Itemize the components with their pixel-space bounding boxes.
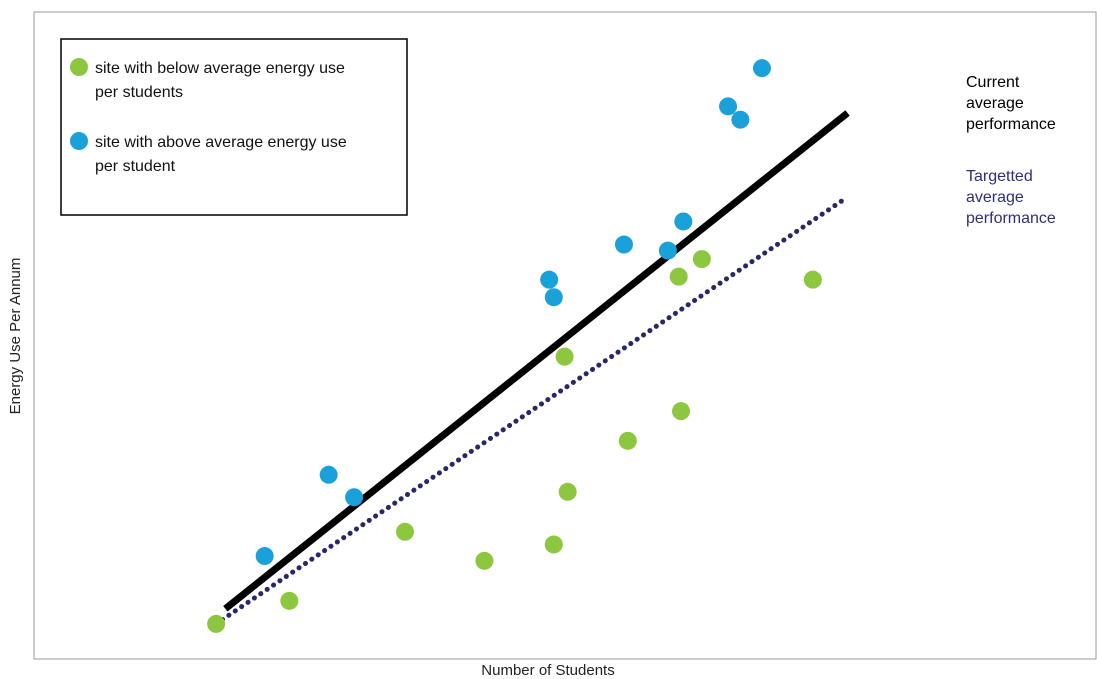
annotation-line: Targetted (966, 168, 1033, 185)
below-average-point (544, 535, 563, 554)
x-axis-title: Number of Students (481, 662, 614, 679)
below-average-point (618, 431, 637, 450)
legend-label-below-average: site with below average energy use per s… (95, 60, 349, 101)
annotation-line: average (966, 95, 1024, 112)
below-average-point (280, 591, 299, 610)
y-axis-title: Energy Use Per Annum (7, 258, 24, 415)
below-average-point (555, 347, 574, 366)
annotation-line: performance (966, 210, 1056, 227)
current-average-line (223, 110, 850, 612)
above-average-point (345, 488, 364, 507)
above-average-point (752, 59, 771, 78)
below-average-point (207, 614, 226, 633)
below-average-point (669, 267, 688, 286)
below-average-point (672, 402, 691, 421)
legend-marker-above-average (70, 132, 88, 150)
data-points (207, 59, 822, 633)
legend-line: per students (95, 84, 183, 101)
above-average-point (674, 212, 693, 231)
legend-line: site with above average energy use (95, 134, 347, 151)
above-average-point (540, 270, 559, 289)
below-average-point (558, 482, 577, 501)
annotation-current-average: Current average performance (966, 74, 1056, 133)
above-average-point (544, 288, 563, 307)
annotation-line: average (966, 189, 1024, 206)
above-average-point (614, 235, 633, 254)
plot-frame (33, 11, 1097, 660)
legend-box (60, 38, 408, 216)
above-average-point (255, 547, 274, 566)
legend-marker-below-average (70, 58, 88, 76)
below-average-point (395, 522, 414, 541)
legend-label-above-average: site with above average energy use per s… (95, 134, 351, 175)
above-average-point (719, 97, 738, 116)
below-average-point (803, 270, 822, 289)
legend-line: per student (95, 158, 176, 175)
legend: site with below average energy use per s… (60, 38, 408, 216)
targetted-average-line (213, 196, 847, 627)
above-average-point (658, 241, 677, 260)
below-average-point (692, 250, 711, 269)
annotation-line: Current (966, 74, 1020, 91)
above-average-point (319, 465, 338, 484)
legend-line: site with below average energy use (95, 60, 345, 77)
below-average-point (475, 551, 494, 570)
trend-lines (213, 110, 850, 627)
above-average-point (731, 110, 750, 129)
annotation-line: performance (966, 116, 1056, 133)
annotation-targetted-average: Targetted average performance (966, 168, 1056, 227)
